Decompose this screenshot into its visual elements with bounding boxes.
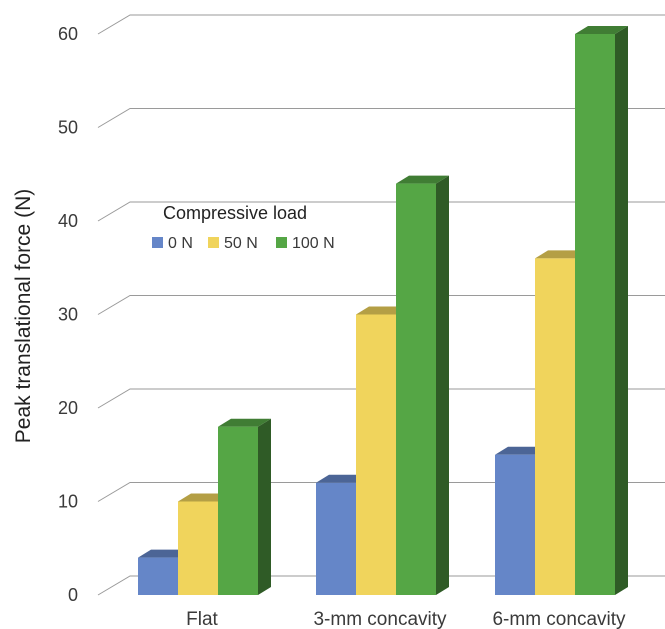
bar-top [178, 493, 231, 502]
bar-top [575, 26, 628, 34]
bars [138, 26, 628, 595]
bar [575, 26, 628, 595]
legend-item: 0 N [152, 235, 193, 252]
gridline [97, 201, 665, 222]
legend-swatch [276, 237, 287, 248]
y-tick-label: 0 [68, 585, 78, 605]
bar-front [218, 426, 258, 595]
bar-top [495, 446, 548, 455]
y-tick-label: 10 [58, 492, 78, 512]
bar-front [178, 501, 218, 595]
bar-front [316, 482, 356, 595]
legend-label: 0 N [168, 235, 193, 252]
gridline [97, 388, 665, 409]
x-tick-label: 6-mm concavity [492, 609, 626, 629]
y-tick-label: 60 [58, 24, 78, 44]
x-tick-label: Flat [186, 609, 218, 629]
bar-side [258, 418, 271, 595]
bar-side [436, 175, 449, 595]
legend-label: 50 N [224, 235, 258, 252]
gridline [97, 108, 665, 128]
x-axis-categories: Flat 3-mm concavity 6-mm concavity [186, 609, 626, 629]
legend-item: 100 N [276, 235, 335, 252]
bar-top [396, 175, 449, 184]
gridline [97, 14, 665, 35]
gridline [97, 482, 665, 502]
legend-items: 0 N 50 N 100 N [152, 235, 335, 252]
y-axis-ticks: 0 10 20 30 40 50 60 [58, 24, 78, 605]
y-tick-label: 50 [58, 118, 78, 138]
bar-top [218, 418, 271, 427]
legend-item: 50 N [208, 235, 258, 252]
bar-top [138, 549, 191, 558]
bar-front [495, 454, 535, 595]
y-tick-label: 40 [58, 211, 78, 231]
bar-top [356, 306, 409, 315]
y-tick-label: 30 [58, 305, 78, 325]
bar-front [575, 34, 615, 595]
gridline [97, 575, 665, 596]
bar-front [396, 183, 436, 595]
legend-title: Compressive load [163, 203, 307, 223]
legend-swatch [152, 237, 163, 248]
legend-swatch [208, 237, 219, 248]
bar-front [138, 557, 178, 595]
y-tick-label: 20 [58, 398, 78, 418]
y-axis-title: Peak translational force (N) [12, 189, 35, 443]
legend: Compressive load 0 N 50 N 100 N [152, 203, 335, 252]
legend-label: 100 N [292, 235, 335, 252]
x-tick-label: 3-mm concavity [313, 609, 447, 629]
gridlines [97, 14, 665, 596]
bar-top [535, 250, 588, 259]
bar-top [316, 474, 369, 483]
bar-side [615, 26, 628, 595]
bar-front [356, 314, 396, 595]
bar-front [535, 258, 575, 595]
gridline [97, 295, 665, 315]
bar [396, 175, 449, 595]
bar [218, 418, 271, 595]
